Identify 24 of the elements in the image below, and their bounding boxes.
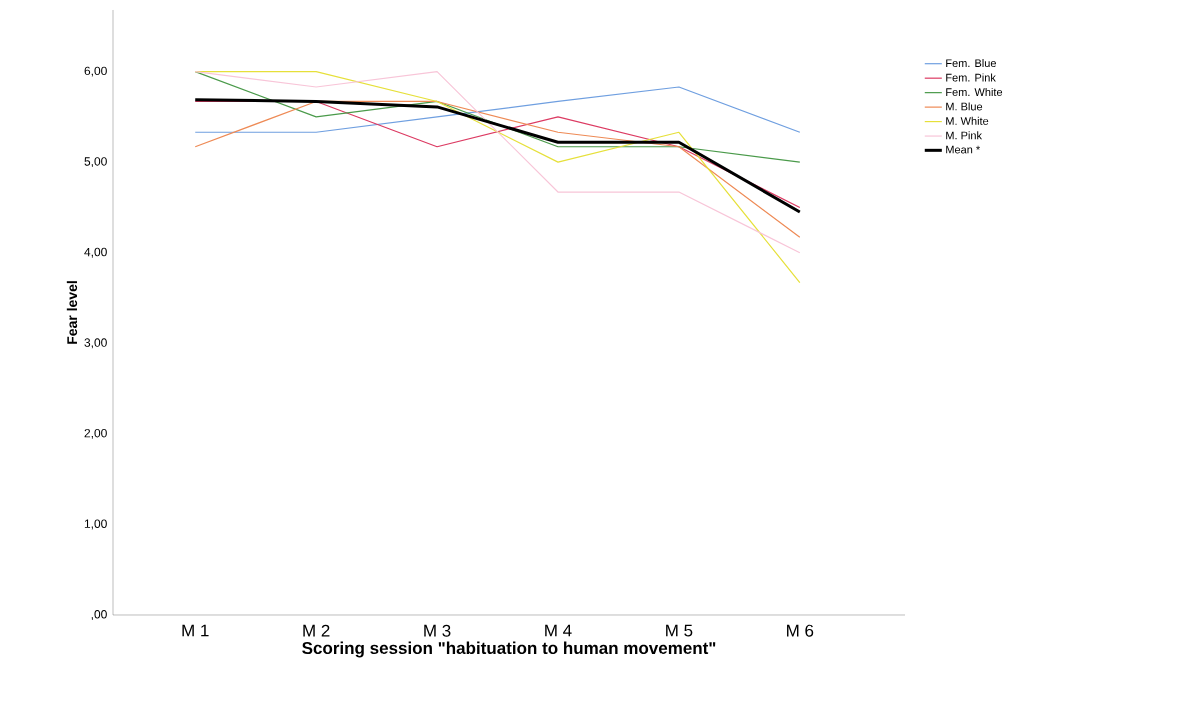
- y-tick-label: ,00: [91, 610, 107, 620]
- legend-label: Fem. Pink: [946, 73, 996, 82]
- legend-label: M. Pink: [946, 131, 983, 140]
- line-series: [194, 100, 801, 238]
- x-tick-label: M 1: [182, 624, 209, 637]
- y-axis-title: Fear level: [66, 281, 78, 344]
- x-tick-label: M 2: [303, 624, 330, 637]
- legend-label: M. White: [946, 116, 989, 125]
- x-tick-label: M 3: [424, 624, 451, 637]
- y-tick-label: 4,00: [84, 247, 107, 258]
- line-series: [194, 86, 801, 133]
- x-tick-label: M 6: [787, 624, 814, 637]
- legend-label: M. Blue: [946, 102, 983, 111]
- legend-label: Fem. White: [946, 87, 1003, 96]
- y-tick-label: 2,00: [84, 428, 107, 439]
- y-tick-label: 1,00: [84, 519, 107, 530]
- y-tick-label: 6,00: [84, 66, 107, 77]
- x-tick-label: M 5: [666, 624, 693, 637]
- legend-label: Fem. Blue: [946, 58, 996, 68]
- legend-label: Mean *: [946, 145, 980, 154]
- x-axis-title: Scoring session "habituation to human movement": [302, 641, 716, 658]
- x-tick-label: M 4: [545, 624, 572, 637]
- y-tick-label: 3,00: [84, 338, 107, 349]
- y-tick-label: 5,00: [84, 157, 107, 168]
